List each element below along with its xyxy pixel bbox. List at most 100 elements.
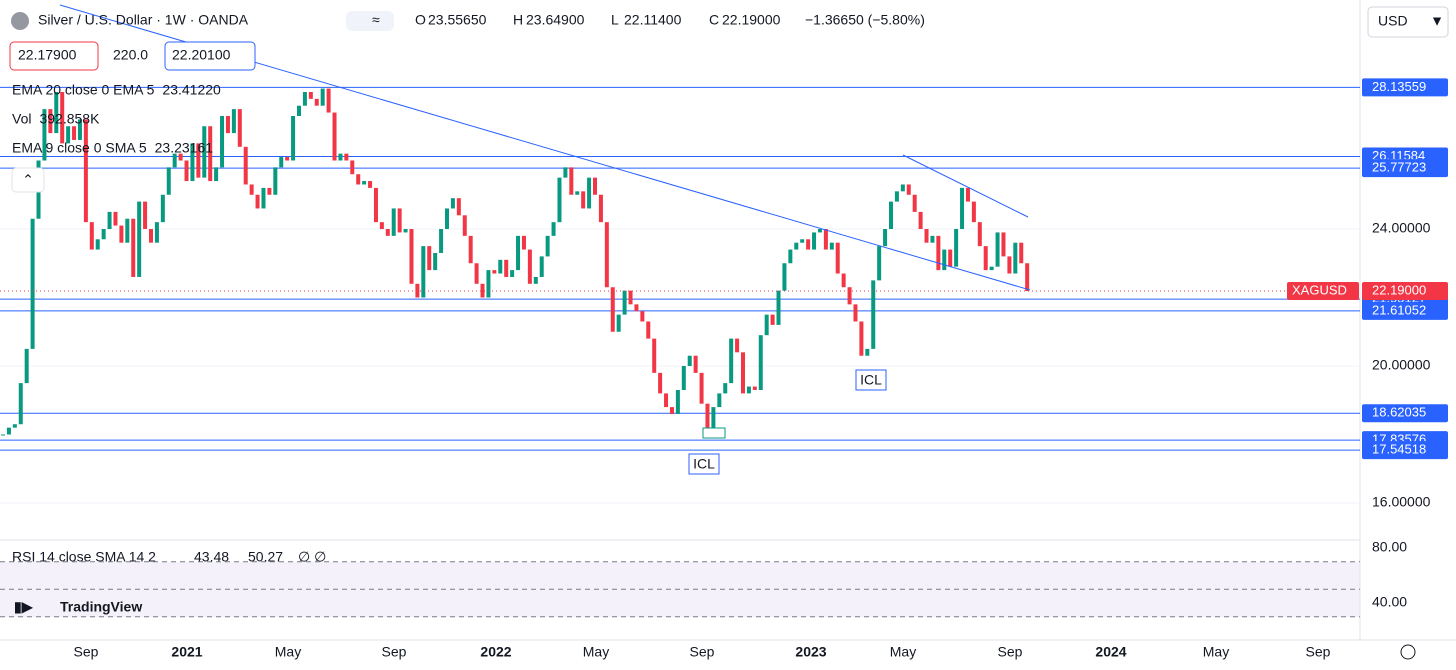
sell-button[interactable]: [9, 41, 99, 71]
currency-select[interactable]: [1367, 6, 1449, 38]
candle: [492, 270, 497, 274]
ohlc-key: H: [513, 12, 523, 28]
candle: [18, 383, 23, 425]
indicator-value: 392.858K: [39, 111, 100, 127]
candle: [995, 232, 1000, 267]
candle: [255, 194, 260, 209]
candle: [593, 177, 597, 195]
candle: [368, 181, 373, 188]
candle: [587, 177, 592, 209]
candle: [598, 194, 603, 223]
candle: [675, 389, 680, 414]
candle: [829, 242, 834, 250]
candle: [545, 235, 550, 257]
rsi-tick-label: 40.00: [1372, 594, 1407, 610]
candle: [237, 109, 242, 147]
indicator-legend: EMA 20 close 0 EMA 5 23.41220 Vol 392.858K E…: [12, 82, 221, 156]
candle: [658, 372, 663, 394]
candle: [652, 338, 657, 373]
candle: [865, 348, 870, 356]
candle: [166, 167, 171, 195]
candle: [202, 126, 207, 178]
candle: [900, 184, 905, 192]
candle: [557, 177, 562, 223]
level-label: 25.77723: [1372, 160, 1426, 175]
trendline: [902, 154, 1029, 218]
collapse-icon: ⌃: [22, 172, 34, 188]
buy-button[interactable]: [164, 41, 256, 71]
candle: [948, 249, 953, 267]
settings-icon[interactable]: [1400, 644, 1416, 660]
symbol-icon: [11, 12, 29, 30]
candle: [889, 201, 893, 230]
marks: [0, 86, 1360, 504]
candle: [693, 355, 698, 373]
toggle[interactable]: [346, 11, 394, 31]
candle: [894, 191, 899, 202]
candle: [1019, 242, 1024, 264]
x-tick-label: 2024: [1095, 644, 1126, 660]
candle: [409, 229, 414, 284]
x-tick-label: May: [275, 644, 301, 660]
candle: [930, 235, 935, 243]
candle: [273, 167, 278, 195]
ohlc-value: 23.64900: [526, 12, 585, 28]
candle: [113, 211, 118, 226]
rsi-sma: 50.27: [248, 549, 283, 565]
candle: [291, 115, 296, 161]
candle: [510, 270, 515, 277]
candle: [687, 355, 692, 367]
candle: [391, 208, 396, 236]
candle: [468, 235, 473, 264]
candle: [362, 181, 367, 185]
collapse-button[interactable]: [11, 167, 45, 193]
highlight-box: [702, 427, 726, 439]
candle: [859, 321, 864, 356]
candle: [539, 256, 544, 277]
candle: [462, 215, 467, 236]
candle: [1001, 232, 1006, 257]
candle: [12, 424, 17, 428]
candle: [669, 407, 674, 414]
candle: [1025, 263, 1030, 291]
candle: [427, 246, 432, 271]
indicator-name: Vol: [12, 111, 31, 127]
candle: [936, 235, 941, 271]
x-tick-label: Sep: [690, 644, 715, 660]
candle: [184, 160, 189, 182]
ohlc-value: 22.11400: [624, 12, 682, 28]
candle: [604, 222, 609, 288]
symbol-label: XAGUSD: [1292, 282, 1347, 297]
candle: [735, 338, 740, 353]
candle: [504, 259, 509, 277]
candle: [942, 249, 947, 271]
last-price-label: 22.19000: [1372, 282, 1426, 297]
candle: [610, 287, 615, 332]
candle: [794, 242, 799, 250]
candle: [285, 157, 290, 161]
candle: [498, 259, 503, 274]
candle: [823, 229, 828, 250]
candle: [480, 283, 485, 298]
candle: [527, 249, 532, 284]
candle: [1013, 242, 1018, 274]
rsi-value: 43.48: [194, 549, 229, 565]
level-label: 21.61052: [1372, 302, 1426, 317]
candle: [397, 208, 402, 233]
candle: [119, 225, 124, 243]
currency: USD: [1378, 13, 1408, 29]
brand-logo: ▮▶: [14, 599, 34, 615]
candle: [788, 249, 793, 264]
x-tick-label: Sep: [74, 644, 99, 660]
level-tag: [1362, 159, 1448, 178]
candle: [30, 218, 35, 349]
candle: [581, 191, 586, 209]
candle: [841, 273, 846, 288]
candle: [812, 232, 817, 250]
candle: [960, 187, 965, 230]
candle: [640, 311, 645, 322]
candle: [279, 157, 284, 168]
candle: [225, 115, 230, 134]
annotation-box: [855, 369, 887, 391]
candle: [439, 229, 444, 253]
